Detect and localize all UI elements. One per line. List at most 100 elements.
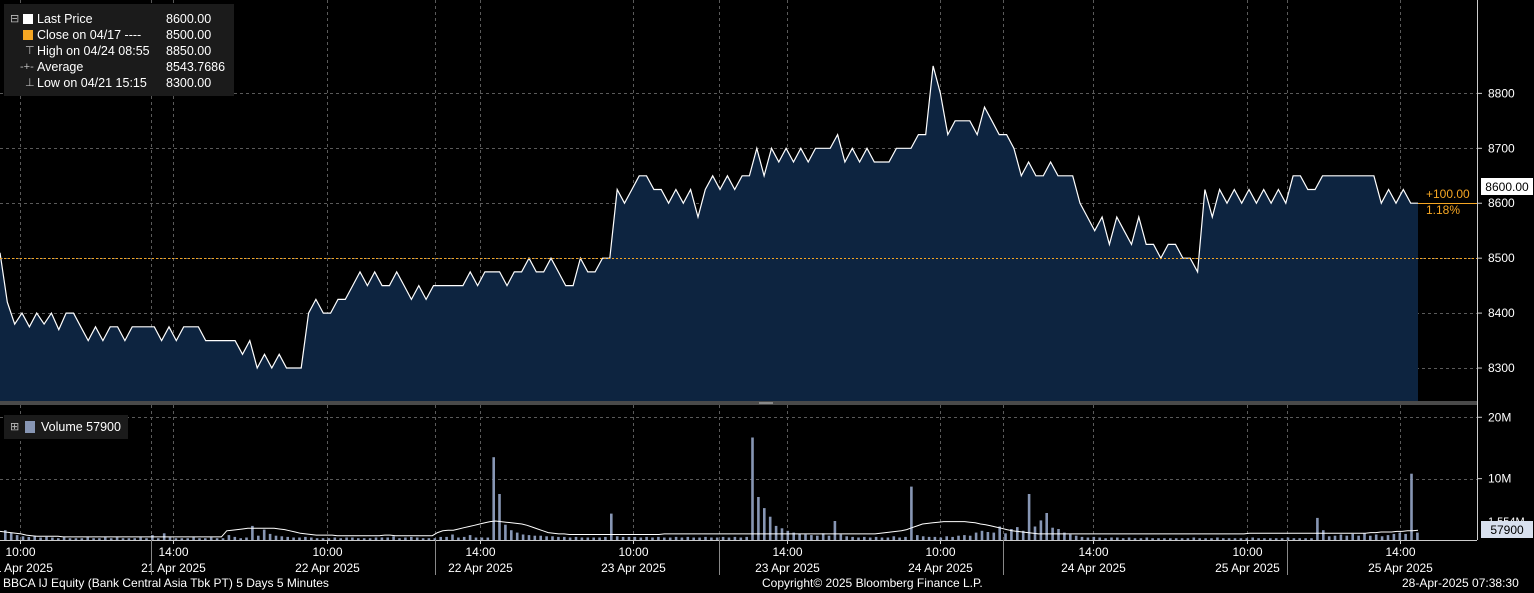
footer-timestamp: 28-Apr-2025 07:38:30: [1402, 576, 1519, 590]
volume-bar: [380, 537, 384, 540]
volume-bar: [1198, 538, 1201, 540]
volume-bar: [392, 536, 395, 540]
volume-legend-label: Volume 57900: [41, 420, 121, 434]
volume-bar: [1121, 538, 1125, 540]
volume-bar: [739, 537, 743, 540]
expand-icon[interactable]: ⊞: [10, 421, 20, 433]
volume-bar: [1398, 532, 1402, 540]
volume-bar: [1069, 534, 1072, 540]
volume-bar: [868, 537, 872, 540]
volume-bar: [863, 536, 866, 540]
volume-bar: [668, 537, 672, 540]
volume-bar: [986, 532, 990, 540]
volume-bar: [504, 524, 507, 540]
volume-bar: [1286, 537, 1290, 540]
volume-bar: [751, 437, 754, 540]
volume-bar: [886, 537, 890, 540]
volume-bar: [1222, 538, 1225, 540]
volume-bar: [462, 536, 466, 540]
volume-swatch: [25, 421, 35, 433]
volume-bar: [1027, 494, 1031, 540]
y-tick-label: 8500: [1488, 251, 1515, 265]
collapse-icon[interactable]: ⊟: [10, 13, 20, 25]
volume-bar: [633, 536, 637, 540]
volume-y-tick-label: 20M: [1488, 410, 1511, 424]
volume-bar: [592, 537, 595, 540]
legend-label: Close on 04/17 ----: [37, 28, 142, 42]
volume-bar: [268, 533, 272, 540]
volume-bar: [515, 532, 519, 540]
volume-bar: [927, 536, 931, 540]
legend-row-last-price: ⊟ Last Price 8600.00: [4, 11, 234, 27]
volume-bar: [745, 536, 748, 540]
volume-bar: [1074, 535, 1078, 540]
volume-bar: [1304, 538, 1307, 540]
volume-bar: [1310, 538, 1313, 540]
volume-bar: [627, 536, 631, 540]
price-change-percent: 1.18%: [1426, 203, 1460, 217]
high-marker-icon: ⊤: [25, 45, 35, 57]
volume-bar: [1127, 537, 1131, 540]
volume-bar: [992, 532, 996, 540]
volume-bar: [1257, 538, 1260, 540]
y-tick-label: 8400: [1488, 306, 1515, 320]
volume-bar: [1186, 538, 1190, 540]
volume-bar: [963, 535, 966, 540]
volume-bar: [92, 538, 95, 540]
legend-value: 8500.00: [166, 28, 212, 42]
volume-bar: [209, 537, 213, 540]
volume-bar: [204, 538, 207, 540]
volume-bar: [1298, 538, 1301, 540]
volume-bar: [1004, 533, 1007, 541]
volume-bar: [721, 536, 725, 540]
volume-bar: [1021, 530, 1025, 540]
volume-bar: [651, 537, 654, 540]
volume-bar: [151, 535, 154, 540]
x-tick-time-label: 14:00: [1385, 545, 1415, 559]
last-price-swatch: [23, 14, 33, 24]
volume-bar: [615, 536, 619, 540]
x-tick-date-label: 21 Apr 2025: [141, 561, 206, 575]
volume-bar: [9, 532, 13, 540]
volume-bar: [663, 537, 666, 540]
volume-bar: [1133, 538, 1137, 540]
volume-bar: [792, 532, 795, 540]
volume-bar: [474, 537, 478, 540]
legend-value: 8300.00: [166, 76, 212, 90]
legend-value: 8600.00: [166, 12, 212, 26]
volume-bar: [186, 538, 189, 540]
volume-bar: [1039, 520, 1043, 540]
volume-bar: [757, 497, 760, 540]
legend-row-low: ⊥ Low on 04/21 15:15 8300.00: [4, 75, 234, 91]
volume-bar: [457, 537, 460, 540]
volume-bar: [768, 516, 772, 540]
volume-bar: [733, 536, 737, 540]
y-tick-label: 8800: [1488, 86, 1515, 100]
volume-bar: [1316, 517, 1319, 540]
volume-bar: [1392, 533, 1396, 540]
volume-bar: [51, 537, 54, 540]
volume-bar: [892, 536, 896, 540]
volume-bar: [845, 536, 848, 540]
volume-bar: [286, 536, 289, 540]
volume-bar: [57, 538, 60, 540]
volume-bar: [551, 536, 554, 540]
volume-bar: [104, 537, 107, 540]
panel-separator: [0, 401, 1477, 405]
legend-label: High on 04/24 08:55: [37, 44, 150, 58]
last-price-tag: [1481, 178, 1533, 195]
volume-bar: [4, 530, 7, 540]
x-tick-date-label: 23 Apr 2025: [755, 561, 820, 575]
x-tick-date-label: 25 Apr 2025: [1368, 561, 1433, 575]
volume-bar: [1327, 536, 1331, 540]
price-line: [0, 65, 1418, 370]
volume-y-tick-label: 10M: [1488, 472, 1511, 486]
x-tick-date-label: 22 Apr 2025: [295, 561, 360, 575]
volume-bar: [1292, 538, 1296, 540]
volume-bar: [763, 508, 766, 540]
volume-bar: [898, 537, 901, 540]
volume-bar: [427, 538, 431, 540]
x-tick-date-label: 23 Apr 2025: [601, 561, 666, 575]
volume-bar: [539, 535, 542, 540]
